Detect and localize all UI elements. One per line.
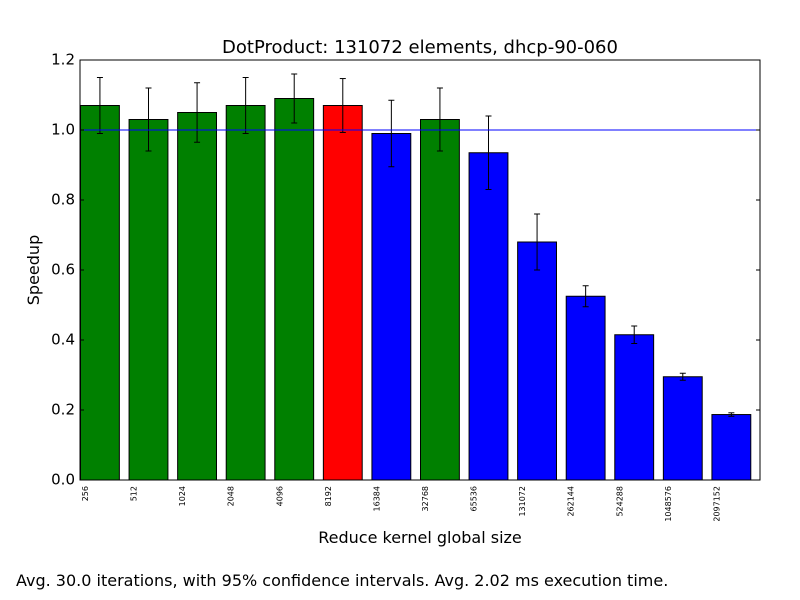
y-axis-label: Speedup: [24, 235, 43, 305]
x-tick-label: 16384: [372, 486, 381, 511]
bar-32768: [420, 119, 460, 481]
chart-title: DotProduct: 131072 elements, dhcp-90-060: [222, 37, 618, 58]
x-tick-label: 65536: [470, 486, 479, 511]
bar-512: [128, 119, 169, 481]
x-tick-label: 2097152: [712, 486, 721, 522]
x-tick-label: 2048: [227, 486, 236, 506]
bar-8192: [322, 105, 363, 481]
plot-area: 256 512 1024 2048 4096 8192 16384 32768 65536 131…: [51, 51, 761, 522]
bar-256: [80, 105, 120, 481]
y-tick-label: 0.6: [51, 261, 75, 279]
x-tick-label: 256: [81, 486, 90, 501]
bar-262144: [565, 295, 606, 481]
y-tick-label: 0.4: [51, 331, 75, 349]
x-tick-label: 512: [130, 486, 139, 501]
x-tick-label: 8192: [324, 486, 333, 506]
x-tick-label: 131072: [518, 486, 527, 517]
y-tick-label: 1.2: [51, 51, 75, 69]
x-tick-label: 4096: [275, 486, 284, 506]
bar-2097152: [711, 414, 752, 481]
caption: Avg. 30.0 iterations, with 95% confidenc…: [16, 571, 669, 590]
y-tick-label: 0.0: [51, 471, 75, 489]
y-tick-label: 1.0: [51, 121, 75, 139]
bar-65536: [468, 152, 509, 481]
x-tick-label: 262144: [567, 486, 576, 517]
bar-16384: [371, 133, 412, 481]
x-axis-label: Reduce kernel global size: [318, 528, 522, 547]
bar-524288: [614, 334, 655, 481]
x-tick-label: 1048576: [664, 486, 673, 522]
bar-131072: [517, 241, 558, 481]
x-tick-label: 524288: [615, 486, 624, 517]
bar-4096: [274, 98, 315, 481]
bar-1048576: [662, 376, 703, 481]
y-tick-label: 0.2: [51, 401, 75, 419]
bar-2048: [225, 105, 266, 481]
x-tick-label: 32768: [421, 486, 430, 511]
bar-1024: [177, 112, 217, 481]
y-tick-label: 0.8: [51, 191, 75, 209]
x-tick-label: 1024: [178, 486, 187, 506]
